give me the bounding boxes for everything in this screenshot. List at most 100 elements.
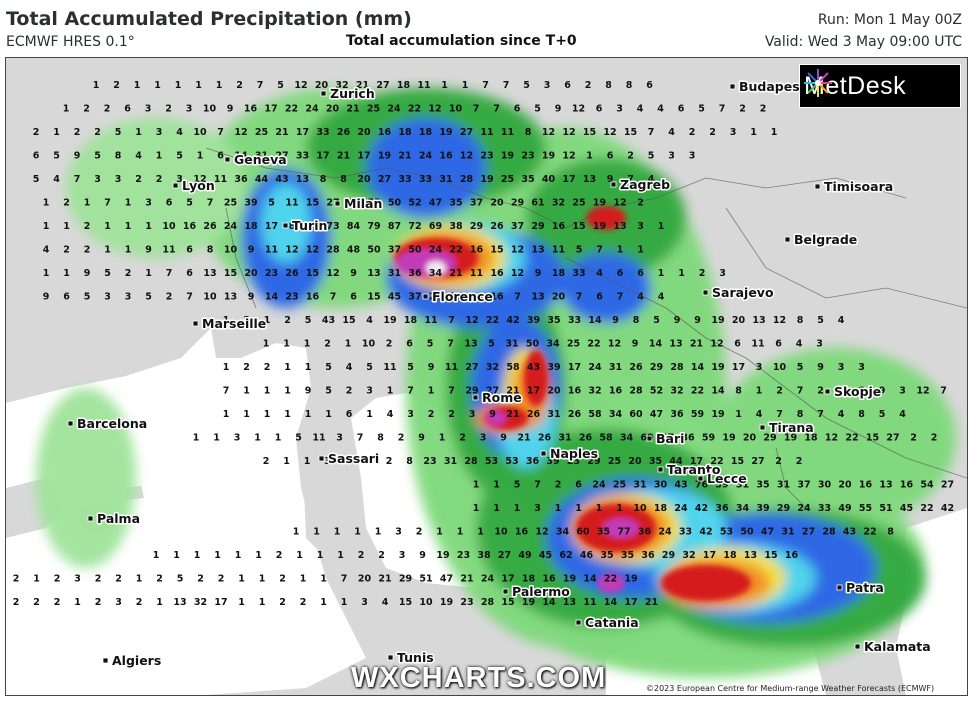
precip-value: 27 [486,386,499,397]
precip-value: 1 [462,80,469,91]
precip-value: 12 [542,127,555,138]
precip-value: 31 [444,456,457,467]
precip-value: 2 [95,597,102,608]
precip-value: 5 [104,268,111,279]
precip-value: 12 [825,433,838,444]
precip-value: 42 [695,503,708,514]
precip-value: 7 [74,174,81,185]
precip-value: 25 [608,456,621,467]
precip-value: 6 [734,339,741,350]
city-label-kalamata: Kalamata [864,639,931,654]
precip-value: 54 [920,480,934,491]
precip-value: 1 [255,550,262,561]
precip-value: 9 [350,268,357,279]
precip-value: 1 [366,409,373,420]
precip-value: 8 [340,174,347,185]
precip-value: 19 [722,433,735,444]
precip-value: 33 [679,527,692,538]
precip-value: 1 [74,597,81,608]
precip-value: 9 [145,245,152,256]
precip-value: 17 [214,597,227,608]
precip-value: 53 [505,456,518,467]
precip-value: 5 [53,151,60,162]
precip-value: 1 [575,503,582,514]
precip-value: 15 [342,315,355,326]
precip-value: 47 [440,574,453,585]
precip-value: 33 [572,268,585,279]
city-dot-budapest [729,83,736,90]
precip-value: 9 [84,268,91,279]
precip-value: 2 [386,456,393,467]
precip-value: 22 [285,104,298,115]
precip-value: 12 [306,245,319,256]
precip-value: 16 [439,151,453,162]
precip-value: 19 [593,198,606,209]
chart-title: Total Accumulated Precipitation (mm) [6,8,412,30]
precip-value: 36 [234,174,248,185]
precip-value: 1 [197,151,204,162]
precip-value: 4 [53,174,60,185]
precip-value: 15 [306,198,319,209]
precip-value: 3 [838,362,845,373]
precip-value: 50 [740,527,754,538]
precip-value: 2 [13,597,20,608]
precip-value: 35 [597,527,610,538]
precip-value: 11 [751,339,764,350]
precip-value: 4 [637,104,644,115]
precip-value: 21 [690,339,703,350]
precip-value: 2 [760,104,767,115]
precip-value: 3 [234,433,241,444]
precip-value: 3 [74,574,81,585]
precip-value: 5 [186,198,193,209]
precip-value: 2 [699,268,706,279]
precip-value: 72 [408,221,421,232]
precip-value: 9 [555,104,562,115]
precip-value: 7 [596,245,603,256]
precip-value: 32 [682,550,695,561]
precip-value: 5 [268,198,275,209]
precip-value: 4 [668,127,675,138]
city-dot-sassari [318,455,325,462]
precip-value: 17 [624,597,637,608]
precip-value: 19 [522,597,535,608]
precip-value: 2 [218,574,225,585]
precip-value: 7 [357,433,364,444]
city-dot-timisoara [814,183,821,190]
precip-value: 1 [145,268,152,279]
precip-value: 1 [275,433,282,444]
precip-value: 11 [424,315,437,326]
precip-value: 22 [408,104,421,115]
precip-value: 20 [743,433,757,444]
precip-value: 1 [354,527,361,538]
precip-value: 2 [276,550,283,561]
precip-value: 25 [367,104,380,115]
precip-value: 13 [563,597,576,608]
precip-value: 19 [711,315,724,326]
precip-value: 2 [378,550,385,561]
precip-value: 18 [419,127,433,138]
precip-value: 35 [521,174,534,185]
precip-value: 12 [608,339,621,350]
precip-value: 18 [654,503,668,514]
precip-value: 22 [604,574,617,585]
precip-value: 37 [511,221,524,232]
precip-value: 9 [612,315,619,326]
precip-value: 1 [223,315,230,326]
precip-value: 29 [587,456,600,467]
precip-value: 27 [886,433,899,444]
precip-value: 16 [470,245,484,256]
precip-value: 2 [54,574,61,585]
precip-value: 19 [784,433,797,444]
precip-value: 26 [429,292,443,303]
precip-value: 21 [517,433,530,444]
precip-value: 36 [641,550,655,561]
precip-value: 32 [194,597,207,608]
precip-value: 12 [511,245,524,256]
precip-value: 2 [637,198,644,209]
precip-value: 19 [542,151,555,162]
precip-value: 2 [386,339,393,350]
precip-value: 1 [477,527,484,538]
precip-value: 4 [366,315,373,326]
city-dot-kalamata [854,643,861,650]
precip-value: 4 [382,597,389,608]
